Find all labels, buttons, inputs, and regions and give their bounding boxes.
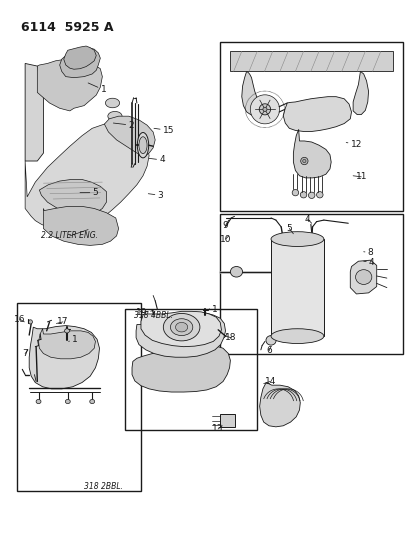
Polygon shape (39, 329, 96, 359)
Text: 15: 15 (154, 126, 174, 135)
Ellipse shape (309, 192, 315, 198)
Text: 2.2 LITER ENG.: 2.2 LITER ENG. (41, 231, 98, 240)
Polygon shape (29, 326, 100, 389)
Ellipse shape (176, 322, 188, 332)
Polygon shape (43, 206, 119, 245)
Text: 14: 14 (264, 377, 276, 386)
Ellipse shape (292, 190, 299, 196)
Polygon shape (141, 311, 221, 346)
Polygon shape (353, 71, 369, 115)
Text: 8: 8 (364, 248, 374, 257)
Text: 12: 12 (346, 140, 362, 149)
Bar (230, 51, 393, 71)
Text: 6114  5925 A: 6114 5925 A (21, 21, 114, 34)
Bar (220, 214, 403, 353)
Text: 4: 4 (149, 156, 165, 165)
Polygon shape (350, 260, 377, 294)
Ellipse shape (171, 319, 193, 336)
Polygon shape (25, 63, 43, 161)
Ellipse shape (271, 232, 324, 246)
Ellipse shape (271, 329, 324, 343)
Text: 5: 5 (286, 224, 293, 234)
Text: 6: 6 (266, 346, 272, 356)
Text: 1: 1 (88, 83, 106, 94)
Ellipse shape (303, 159, 306, 163)
Bar (220, 42, 403, 211)
Polygon shape (242, 71, 259, 115)
Bar (17, 303, 141, 491)
Text: 19: 19 (136, 309, 148, 318)
Text: 2: 2 (113, 120, 134, 130)
Polygon shape (25, 123, 149, 230)
Text: 9: 9 (222, 220, 229, 230)
Text: 4: 4 (305, 214, 311, 223)
Text: 318 2BBL.: 318 2BBL. (84, 482, 123, 491)
Text: 1: 1 (209, 305, 218, 314)
Text: 4: 4 (364, 258, 375, 267)
Text: 1: 1 (69, 335, 78, 344)
Polygon shape (136, 313, 225, 357)
Ellipse shape (230, 266, 243, 277)
Polygon shape (293, 130, 331, 178)
Text: 7: 7 (22, 349, 28, 358)
Ellipse shape (139, 137, 147, 154)
Text: 318 4BBL.: 318 4BBL. (134, 311, 173, 319)
Text: 17: 17 (56, 317, 69, 326)
Text: 10: 10 (220, 235, 231, 244)
Ellipse shape (300, 191, 307, 198)
Polygon shape (64, 46, 96, 69)
Polygon shape (104, 116, 155, 156)
Ellipse shape (259, 104, 271, 115)
Polygon shape (60, 47, 101, 78)
Ellipse shape (36, 399, 41, 403)
Ellipse shape (266, 336, 276, 345)
Text: 16: 16 (14, 315, 26, 324)
Polygon shape (37, 59, 102, 111)
Text: 3: 3 (148, 191, 163, 200)
Polygon shape (260, 383, 300, 427)
Ellipse shape (90, 399, 95, 403)
Ellipse shape (356, 270, 372, 285)
Ellipse shape (105, 98, 119, 108)
Ellipse shape (108, 111, 122, 121)
Ellipse shape (65, 329, 70, 333)
Text: 11: 11 (353, 172, 367, 181)
Text: 13: 13 (213, 424, 224, 433)
Ellipse shape (137, 133, 149, 158)
Polygon shape (132, 344, 230, 392)
Ellipse shape (316, 191, 323, 198)
Ellipse shape (110, 124, 124, 133)
Polygon shape (40, 180, 106, 215)
Ellipse shape (28, 320, 33, 324)
Polygon shape (283, 96, 351, 132)
Bar (271, 239, 324, 336)
Bar (125, 309, 257, 430)
Ellipse shape (163, 313, 200, 341)
Text: 5: 5 (80, 188, 98, 197)
Ellipse shape (250, 95, 280, 124)
Ellipse shape (66, 399, 70, 403)
Ellipse shape (113, 134, 127, 143)
Text: 18: 18 (225, 333, 237, 342)
Ellipse shape (301, 157, 308, 165)
Ellipse shape (263, 107, 267, 111)
Bar (220, 414, 235, 427)
